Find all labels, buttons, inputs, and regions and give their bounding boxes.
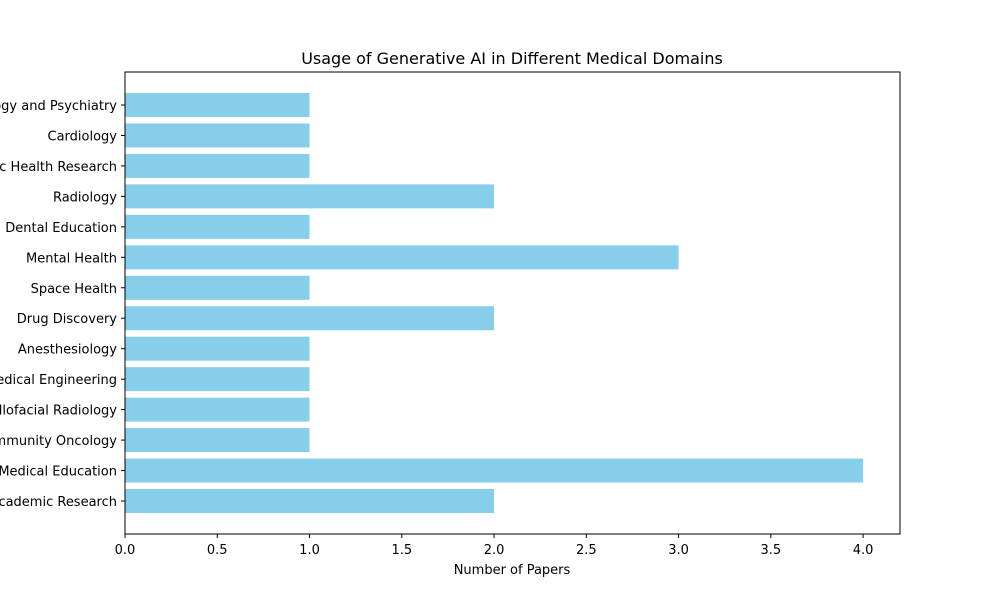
y-axis-ticks: Psychology and Psychiatry Cardiology Publi… [0, 99, 125, 510]
x-tick-label: 0.5 [207, 543, 228, 558]
bar-public-health-research [125, 153, 310, 178]
bar-biomedical-engineering [125, 367, 310, 392]
bar-dental-education [125, 214, 310, 239]
bars-group [125, 93, 864, 513]
y-tick-label: Dentomaxillofacial Radiology [0, 404, 117, 419]
y-tick-label: Cardiology [48, 129, 118, 144]
bar-psychology-and-psychiatry [125, 93, 310, 117]
bar-drug-discovery [125, 306, 495, 331]
x-tick-label: 3.5 [760, 543, 781, 558]
x-tick-label: 0.0 [115, 543, 136, 558]
x-tick-label: 2.5 [576, 543, 597, 558]
x-tick-label: 1.0 [299, 543, 320, 558]
x-axis-title: Number of Papers [454, 563, 571, 578]
y-tick-label: Public Health Research [0, 160, 117, 175]
x-tick-label: 3.0 [668, 543, 689, 558]
y-tick-label: Drug Discovery [17, 312, 118, 327]
y-tick-label: Space Health [31, 282, 117, 297]
y-tick-label: Community Oncology [0, 434, 117, 449]
y-tick-label: Radiology [53, 190, 117, 205]
bar-academic-research [125, 489, 495, 513]
y-tick-label: Academic Research [0, 495, 117, 510]
x-tick-label: 4.0 [853, 543, 874, 558]
y-tick-label: Psychology and Psychiatry [0, 99, 117, 114]
bar-space-health [125, 275, 310, 300]
bar-cardiology [125, 123, 310, 148]
bar-mental-health [125, 245, 679, 270]
x-tick-label: 2.0 [484, 543, 505, 558]
y-tick-label: Dental Education [5, 221, 117, 236]
x-axis-ticks: 0.0 0.5 1.0 1.5 2.0 2.5 3.0 3.5 4.0 [115, 534, 874, 558]
x-tick-label: 1.5 [391, 543, 412, 558]
bar-community-oncology [125, 428, 310, 453]
bar-radiology [125, 184, 495, 209]
bar-anesthesiology [125, 336, 310, 361]
bar-dentomaxillofacial-radiology [125, 397, 310, 422]
plot-frame [124, 71, 901, 535]
chart-title: Usage of Generative AI in Different Medi… [301, 49, 723, 68]
y-tick-label: Medical Education [0, 465, 117, 480]
bar-medical-education [125, 458, 864, 483]
y-tick-label: Anesthesiology [18, 343, 117, 358]
y-tick-label: Biomedical Engineering [0, 373, 117, 388]
y-tick-label: Mental Health [26, 251, 117, 266]
